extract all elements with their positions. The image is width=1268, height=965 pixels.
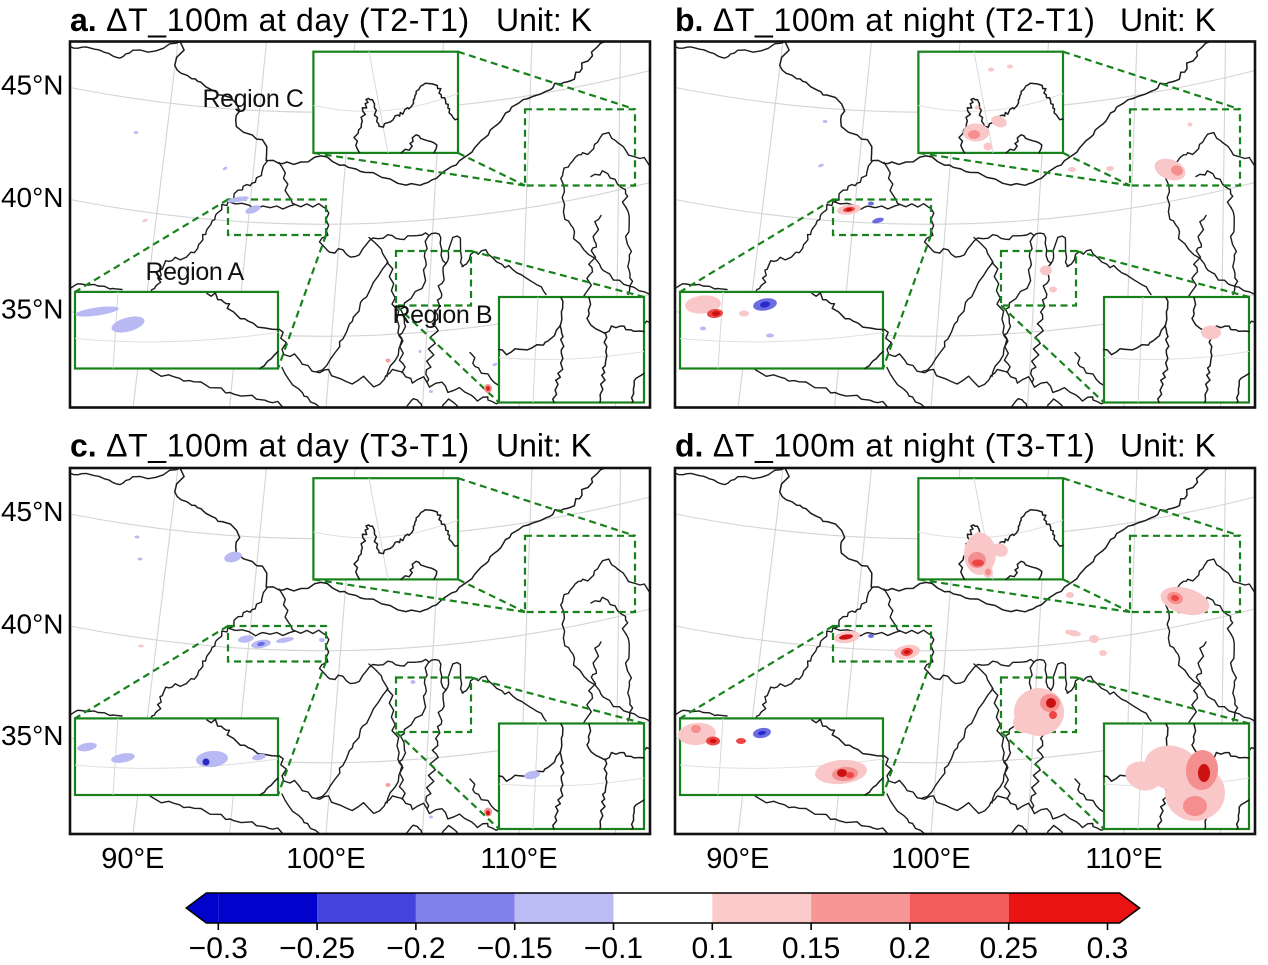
svg-text:100°E: 100°E [891,843,970,875]
svg-text:−0.3: −0.3 [189,932,248,965]
svg-text:−0.15: −0.15 [477,932,553,965]
svg-text:35°N: 35°N [1,720,64,751]
svg-text:c. ΔT_100m at day (T3-T1): c. ΔT_100m at day (T3-T1) [70,428,470,464]
svg-text:90°E: 90°E [706,843,769,875]
svg-text:Region C: Region C [203,85,304,113]
svg-text:40°N: 40°N [1,182,64,213]
svg-text:Unit: K: Unit: K [496,428,592,464]
svg-text:Region A: Region A [146,258,245,286]
svg-text:35°N: 35°N [1,294,64,325]
svg-text:−0.1: −0.1 [584,932,643,965]
svg-text:40°N: 40°N [1,609,64,640]
svg-text:Unit: K: Unit: K [1120,428,1216,464]
svg-text:45°N: 45°N [1,496,64,527]
svg-text:−0.2: −0.2 [386,932,445,965]
svg-text:0.3: 0.3 [1087,932,1129,965]
svg-text:Region B: Region B [393,301,493,329]
svg-text:0.2: 0.2 [889,932,931,965]
svg-text:100°E: 100°E [286,843,365,875]
svg-text:Unit: K: Unit: K [1120,2,1216,38]
svg-text:Unit: K: Unit: K [496,2,592,38]
svg-text:0.15: 0.15 [782,932,840,965]
svg-text:110°E: 110°E [1085,843,1162,875]
svg-text:110°E: 110°E [480,843,557,875]
svg-text:d. ΔT_100m at night (T3-T1): d. ΔT_100m at night (T3-T1) [675,428,1096,464]
svg-text:b. ΔT_100m at night (T2-T1): b. ΔT_100m at night (T2-T1) [675,2,1096,38]
svg-text:45°N: 45°N [1,70,64,101]
svg-text:90°E: 90°E [101,843,164,875]
svg-text:0.25: 0.25 [980,932,1038,965]
svg-text:−0.25: −0.25 [279,932,355,965]
svg-text:0.1: 0.1 [691,932,733,965]
svg-text:a. ΔT_100m at day (T2-T1): a. ΔT_100m at day (T2-T1) [70,2,470,38]
